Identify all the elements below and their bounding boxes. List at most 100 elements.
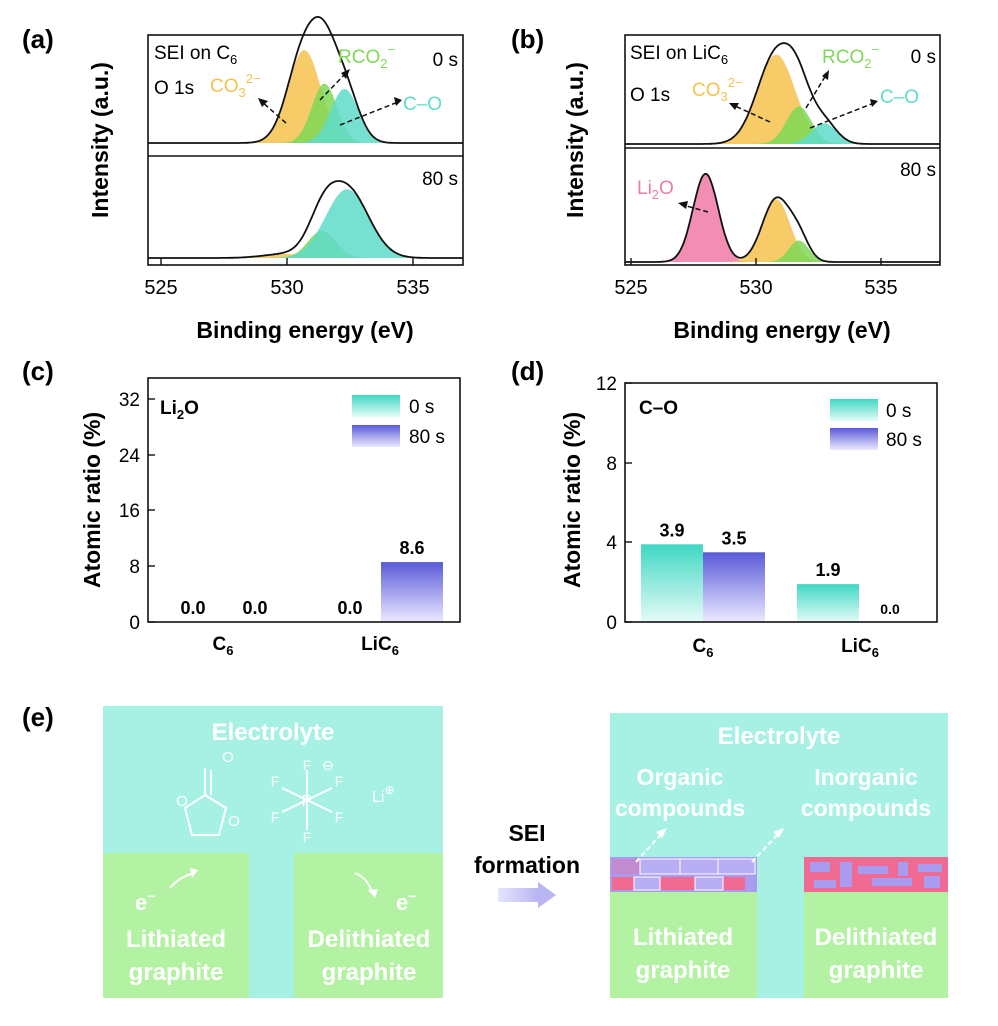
xps-plot-b-top bbox=[625, 42, 940, 145]
legend-swatch-80s bbox=[352, 425, 400, 447]
x-axis-label-b: Binding energy (eV) bbox=[673, 317, 890, 343]
peak-co3-2- bbox=[625, 199, 940, 262]
data-label: 0.0 bbox=[337, 598, 362, 618]
schematic-left: Electrolyte O O O P ⊖ F F F F F F Li⊕ e−… bbox=[103, 706, 443, 998]
pf6-charge-label: ⊖ bbox=[322, 757, 334, 773]
bars-d: 3.9 3.5 1.9 0.0 bbox=[641, 520, 900, 622]
bars-c: 0.0 0.0 0.0 8.6 bbox=[180, 538, 443, 622]
lithiated-graphite-block bbox=[103, 853, 249, 998]
peaks-b-bottom bbox=[625, 173, 940, 263]
y-ticks-d: 0 4 8 12 bbox=[596, 374, 632, 634]
delithiated-label-2: graphite bbox=[322, 959, 417, 986]
lithiated-label-2: graphite bbox=[636, 957, 731, 984]
category-label: C6 bbox=[693, 636, 714, 660]
pointer-arrows bbox=[635, 831, 781, 863]
species-title-c: Li2O bbox=[160, 398, 199, 422]
organic-label-2: compounds bbox=[615, 795, 745, 821]
y-axis-label-d: Atomic ratio (%) bbox=[559, 412, 585, 588]
y-axis-label-b: Intensity (a.u.) bbox=[562, 62, 588, 218]
organic-label-1: Organic bbox=[637, 764, 724, 790]
lithiated-label-2: graphite bbox=[129, 959, 224, 986]
process-arrow-head-icon bbox=[538, 882, 556, 908]
bar-chart-d: 3.9 3.5 1.9 0.0 bbox=[641, 520, 900, 622]
orbital-label-b: O 1s bbox=[630, 85, 670, 106]
xps-plot-a-bottom bbox=[148, 180, 463, 259]
peak-rco2- bbox=[625, 106, 940, 144]
y-tick-label: 12 bbox=[596, 374, 617, 395]
y-ticks-c: 0 8 16 24 32 bbox=[119, 390, 155, 634]
panel-tag-b: (b) bbox=[511, 24, 544, 54]
pointer-arrow-head-icon bbox=[656, 828, 667, 838]
species-label-li2o-b: Li2O bbox=[637, 178, 674, 202]
sei-label-2: formation bbox=[474, 852, 580, 878]
electron-label-left: e− bbox=[135, 888, 155, 915]
arrowheads-b bbox=[678, 70, 878, 209]
ec-molecule-icon bbox=[183, 768, 228, 836]
orbital-label-a: O 1s bbox=[154, 78, 194, 99]
panel-tag-d: (d) bbox=[511, 356, 544, 386]
category-label: C6 bbox=[213, 634, 234, 658]
data-label: 0.0 bbox=[242, 598, 267, 618]
peaks-a-bottom bbox=[148, 180, 463, 259]
peaks-a-top bbox=[148, 15, 463, 144]
delithiated-label-1: Delithiated bbox=[308, 926, 431, 953]
panel-tag-c: (c) bbox=[22, 356, 54, 386]
bar-80s bbox=[703, 552, 765, 622]
time-label-b-bottom: 80 s bbox=[900, 160, 936, 181]
legend-label-80s: 80 s bbox=[886, 430, 922, 451]
y-tick-label: 32 bbox=[119, 390, 140, 411]
x-ticks-a: 525 530 535 bbox=[144, 258, 430, 299]
species-label-rco2-a: RCO2− bbox=[338, 42, 395, 71]
y-tick-label: 4 bbox=[606, 533, 617, 554]
x-tick-label: 535 bbox=[396, 277, 429, 299]
electron-label-right: e− bbox=[396, 888, 416, 915]
process-arrow-body bbox=[498, 888, 538, 902]
frame-c bbox=[147, 377, 461, 623]
pf6-phosphorus-label: P bbox=[302, 793, 313, 810]
species-label-co-b: C–O bbox=[880, 87, 919, 108]
data-label: 3.5 bbox=[721, 528, 746, 548]
time-label-b-top: 0 s bbox=[911, 47, 936, 68]
data-label: 0.0 bbox=[880, 601, 900, 617]
annotation-arrows-b bbox=[682, 74, 875, 213]
pf6-fluorine-label: F bbox=[335, 773, 344, 789]
electron-arrow-head-icon bbox=[368, 889, 378, 898]
ec-oxygen-label: O bbox=[228, 813, 240, 830]
y-tick-label: 24 bbox=[119, 446, 141, 467]
ec-oxygen-label: O bbox=[222, 749, 234, 766]
schematic-right: Electrolyte Organic compounds Inorganic … bbox=[610, 713, 948, 998]
electrolyte-label: Electrolyte bbox=[212, 719, 335, 746]
organic-sei-layer bbox=[610, 857, 757, 892]
category-label: LiC6 bbox=[361, 634, 399, 658]
time-label-a-bottom: 80 s bbox=[422, 169, 458, 190]
species-label-co-a: C–O bbox=[403, 94, 442, 115]
legend-c: 0 s 80 s bbox=[352, 395, 445, 448]
x-tick-label: 525 bbox=[614, 277, 647, 299]
species-label-rco2-b: RCO2− bbox=[822, 42, 879, 71]
delithiated-graphite-block bbox=[804, 892, 948, 998]
y-tick-label: 8 bbox=[129, 557, 140, 578]
data-label: 0.0 bbox=[180, 598, 205, 618]
sample-label-a: SEI on C6 bbox=[154, 43, 237, 67]
pf6-fluorine-label: F bbox=[271, 773, 280, 789]
y-axis-label-a: Intensity (a.u.) bbox=[87, 62, 113, 218]
legend-label-80s: 80 s bbox=[409, 427, 445, 448]
xps-plot-b-bottom bbox=[625, 173, 940, 263]
pf6-molecule-icon bbox=[281, 770, 333, 830]
bar-chart-c: 0.0 0.0 0.0 8.6 bbox=[180, 538, 443, 622]
peak-co3-2- bbox=[148, 50, 463, 143]
x-ticks-b: 525 530 535 bbox=[614, 258, 898, 299]
lithiated-graphite-block bbox=[610, 892, 757, 998]
data-label: 3.9 bbox=[659, 520, 684, 540]
sei-label-1: SEI bbox=[508, 820, 545, 846]
y-tick-label: 0 bbox=[129, 613, 140, 634]
annotation-arrows-a bbox=[260, 72, 399, 126]
peak-rco2- bbox=[148, 83, 463, 143]
envelope-line bbox=[148, 180, 463, 259]
electrolyte-label: Electrolyte bbox=[718, 723, 841, 750]
legend-swatch-0s bbox=[830, 399, 878, 421]
x-tick-label: 530 bbox=[270, 277, 303, 299]
inorganic-label-2: compounds bbox=[801, 795, 931, 821]
x-tick-label: 525 bbox=[144, 277, 177, 299]
